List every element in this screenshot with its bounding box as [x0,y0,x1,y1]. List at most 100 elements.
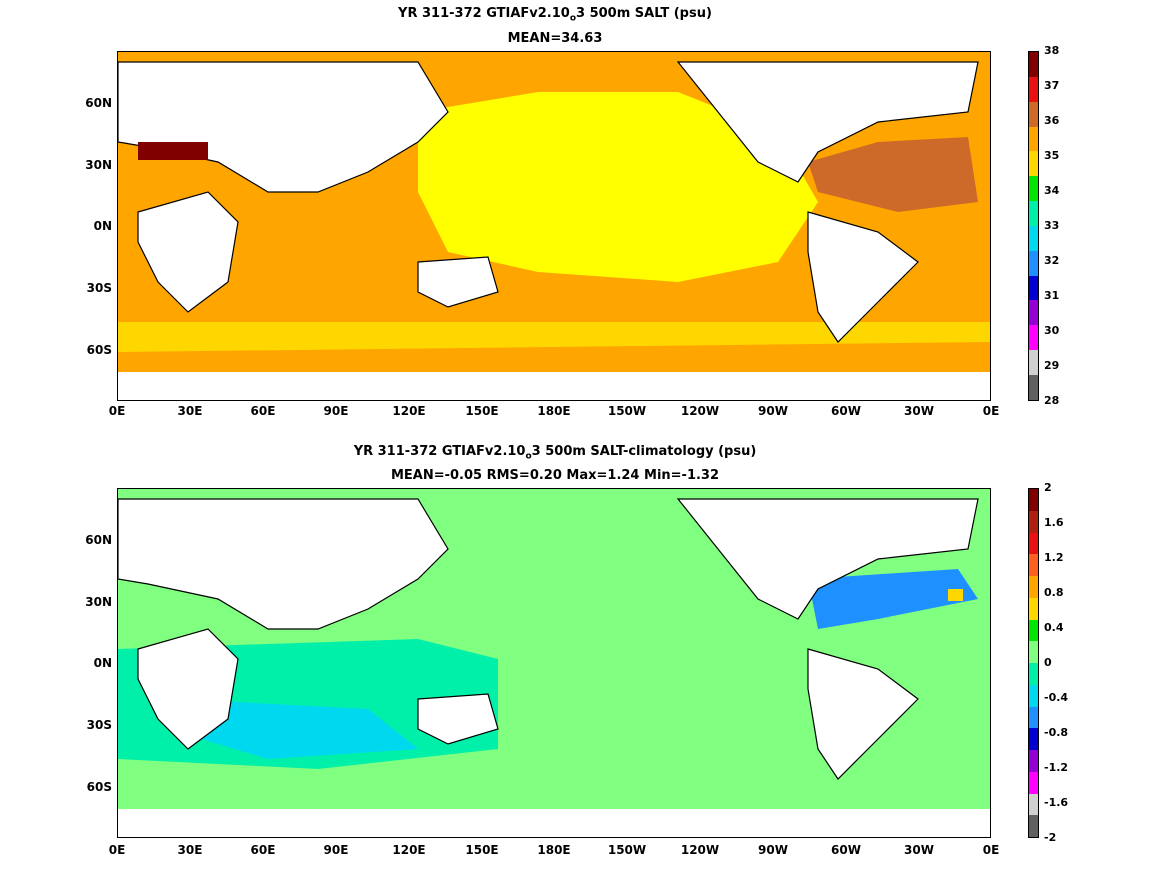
colorbar-label: 1.6 [1044,516,1064,529]
bottom-ylabel-30n: 30N [85,595,112,609]
bottom-xlabel: 120E [392,843,426,857]
south-america-land [807,648,919,780]
colorbar-swatch [1029,641,1038,663]
colorbar-label: 33 [1044,219,1060,232]
colorbar-swatch [1029,151,1038,177]
bottom-map [118,489,990,837]
top-subtitle: MEAN=34.63 [507,31,603,46]
top-xlabel: 60W [831,404,861,418]
bottom-xlabel: 0E [982,843,1000,857]
colorbar-label: 32 [1044,254,1060,267]
colorbar-label: 36 [1044,114,1060,127]
top-xlabel: 150E [465,404,499,418]
colorbar-label: -1.2 [1044,761,1069,774]
top-xlabel: 150W [607,404,647,418]
colorbar-label: 29 [1044,359,1060,372]
bottom-xlabel: 90W [758,843,788,857]
bottom-xlabel: 150W [607,843,647,857]
bottom-ylabel-60s: 60S [86,780,112,794]
top-colorbar [1028,51,1039,401]
north-america-land [676,61,979,183]
colorbar-label: 38 [1044,44,1060,57]
top-map [118,52,990,400]
pacific-fill-34 [418,92,818,282]
bottom-ylabel-60n: 60N [85,533,112,547]
australia-land [417,693,499,745]
southern-band-fill [118,322,990,352]
bottom-title: YR 311-372 GTIAFv2.10o3 500m SALT-climat… [353,444,757,462]
indian-low-fill [168,699,418,759]
colorbar-swatch [1029,350,1038,375]
colorbar-swatch [1029,815,1038,837]
top-ylabel-30n: 30N [85,158,112,172]
colorbar-swatch [1029,554,1038,576]
colorbar-swatch [1029,771,1038,794]
bottom-xlabel: 60E [250,843,276,857]
bottom-subtitle: MEAN=-0.05 RMS=0.20 Max=1.24 Min=-1.32 [390,468,720,483]
colorbar-label: -0.8 [1044,726,1069,739]
colorbar-label: -1.6 [1044,796,1069,809]
colorbar-swatch [1029,300,1038,326]
colorbar-label: -0.4 [1044,691,1069,704]
top-ylabel-30s: 30S [86,281,112,295]
atlantic-high-patch [948,589,963,601]
top-xlabel: 30E [177,404,203,418]
colorbar-swatch [1029,201,1038,226]
colorbar-swatch [1029,126,1038,152]
bottom-ylabel-0n: 0N [93,656,112,670]
top-ylabel-60n: 60N [85,96,112,110]
colorbar-swatch [1029,532,1038,555]
top-xlabel: 120E [392,404,426,418]
bottom-ylabel-30s: 30S [86,718,112,732]
antarctica [118,809,990,837]
atlantic-high-fill [808,137,978,212]
bottom-xlabel: 0E [108,843,126,857]
mediterranean-high [138,142,208,160]
colorbar-swatch [1029,728,1038,750]
top-ylabel-0n: 0N [93,219,112,233]
top-xlabel: 90E [323,404,349,418]
colorbar-label: 28 [1044,394,1060,407]
colorbar-swatch [1029,619,1038,642]
colorbar-swatch [1029,176,1038,202]
top-xlabel: 0E [982,404,1000,418]
top-map-panel [117,51,991,401]
south-america-land [807,211,919,343]
africa-land [137,628,239,750]
colorbar-swatch [1029,250,1038,276]
colorbar-swatch [1029,374,1038,400]
colorbar-swatch [1029,684,1038,707]
bottom-xlabel: 90E [323,843,349,857]
colorbar-label: 1.2 [1044,551,1064,564]
australia-land [417,256,499,308]
colorbar-swatch [1029,750,1038,772]
top-ylabel-60s: 60S [86,343,112,357]
africa-land [137,191,239,313]
colorbar-swatch [1029,597,1038,620]
colorbar-swatch [1029,663,1038,685]
colorbar-label: 30 [1044,324,1060,337]
bottom-colorbar [1028,488,1039,838]
colorbar-swatch [1029,489,1038,511]
colorbar-label: 2 [1044,481,1052,494]
top-xlabel: 60E [250,404,276,418]
colorbar-label: 0.4 [1044,621,1064,634]
top-xlabel: 120W [680,404,720,418]
bottom-xlabel: 60W [831,843,861,857]
colorbar-label: 34 [1044,184,1060,197]
colorbar-swatch [1029,275,1038,301]
colorbar-swatch [1029,325,1038,351]
bottom-xlabel: 30W [904,843,934,857]
bottom-xlabel: 120W [680,843,720,857]
colorbar-swatch [1029,510,1038,533]
eurasia-land [118,498,449,630]
colorbar-label: 35 [1044,149,1060,162]
colorbar-swatch [1029,52,1038,77]
top-xlabel: 0E [108,404,126,418]
colorbar-swatch [1029,706,1038,729]
colorbar-label: 37 [1044,79,1060,92]
atlantic-low-fill [808,569,978,629]
top-xlabel: 30W [904,404,934,418]
bottom-xlabel: 180E [537,843,571,857]
antarctica [118,372,990,400]
